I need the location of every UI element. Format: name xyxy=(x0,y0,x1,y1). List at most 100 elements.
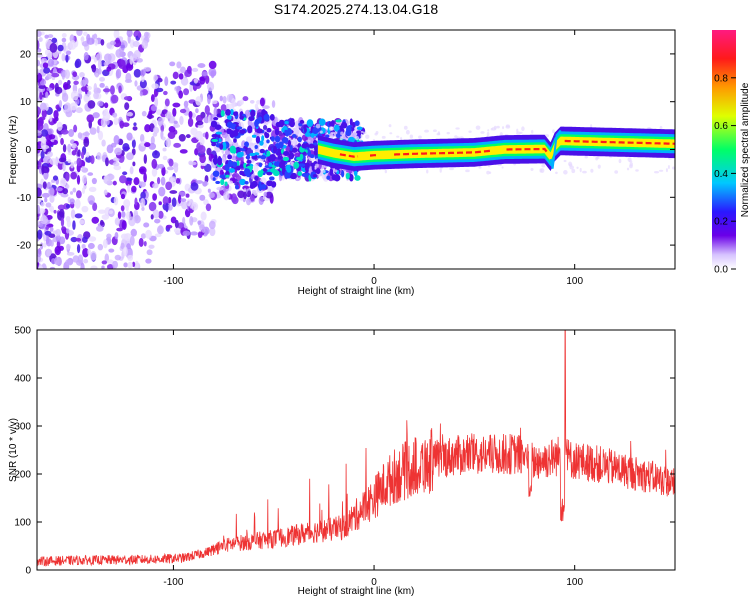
spectrogram-blob xyxy=(173,143,181,148)
spectrogram-blob xyxy=(84,96,88,101)
spectrogram-blob xyxy=(180,67,186,74)
spectrogram-blob xyxy=(82,175,87,184)
spectrogram-haze xyxy=(465,170,470,173)
spectrogram-blob xyxy=(46,249,51,256)
spectrogram-blob xyxy=(261,184,267,190)
spectrogram-blob xyxy=(40,215,48,224)
spectrogram-blob xyxy=(199,154,206,163)
spectrogram-blob xyxy=(187,66,192,74)
spectrogram-blob xyxy=(130,236,135,246)
spectrogram-blob xyxy=(250,110,255,118)
spectrogram-blob xyxy=(127,184,130,193)
spectrogram-blob xyxy=(260,149,265,153)
spectrogram-blob xyxy=(189,216,193,226)
spectrogram-blob xyxy=(66,51,71,55)
spectrogram-blob xyxy=(293,137,296,145)
spectrogram-blob xyxy=(233,111,238,116)
spectrogram-blob xyxy=(94,83,97,93)
spectrogram-blob xyxy=(243,96,249,101)
spectrogram-blob xyxy=(53,118,57,124)
spectrogram-blob xyxy=(211,139,218,142)
spectrogram-blob xyxy=(75,60,80,68)
spectrogram-blob xyxy=(225,109,231,116)
spectrogram-blob xyxy=(181,201,187,209)
spectrogram-blob xyxy=(139,181,146,187)
spectrogram-blob xyxy=(89,187,97,192)
spectrogram-blob xyxy=(36,40,40,50)
spectrogram-blob xyxy=(56,187,63,191)
spectrogram-blob xyxy=(152,150,160,158)
spectrogram-blob xyxy=(127,255,133,261)
spectrogram-blob xyxy=(121,42,125,50)
spectrogram-blob xyxy=(123,262,128,267)
spectrogram-blob xyxy=(202,71,208,76)
spectrogram-haze xyxy=(516,129,518,133)
spectrogram-blob xyxy=(51,73,59,78)
spectrogram-blob xyxy=(305,165,308,171)
spectrogram-blob xyxy=(43,181,47,189)
spectrogram-blob xyxy=(35,130,42,136)
spectrogram-blob xyxy=(228,160,233,167)
spectrogram-blob xyxy=(103,175,110,184)
snr-ytick-label: 100 xyxy=(14,518,31,529)
spectrogram-blob xyxy=(134,80,137,86)
spectrogram-blob xyxy=(290,174,297,179)
spectrogram-blob xyxy=(282,137,289,143)
spectrogram-blob xyxy=(200,137,205,145)
spectrogram-blob xyxy=(329,121,334,127)
spectrogram-blob xyxy=(97,101,103,107)
spectrogram-blob xyxy=(41,151,45,159)
spectrogram-blob xyxy=(271,136,275,142)
spectrogram-blob xyxy=(165,98,170,106)
spectrogram-blob xyxy=(106,66,111,71)
spectrogram-blob xyxy=(115,49,122,58)
spectrogram-blob xyxy=(179,73,184,79)
spectrogram-blob xyxy=(256,136,260,144)
spectrogram-blob xyxy=(94,39,98,46)
spectrogram-blob xyxy=(127,262,132,269)
spectrogram-blob xyxy=(163,109,167,114)
spectrogram-haze xyxy=(389,132,392,134)
spectrogram-blob xyxy=(183,88,189,95)
spectrogram-blob xyxy=(289,120,295,127)
spectrogram-blob xyxy=(128,216,135,226)
spectrogram-haze xyxy=(404,126,408,130)
spectrogram-blob xyxy=(156,109,162,115)
spectrogram-blob xyxy=(104,190,108,196)
spectrogram-blob xyxy=(209,221,216,229)
spectrogram-haze xyxy=(438,131,440,135)
spectrogram-blob xyxy=(60,178,67,187)
spectrogram-blob xyxy=(239,99,243,104)
spectrogram-blob xyxy=(73,81,79,85)
spectrogram-blob xyxy=(300,154,304,160)
spectrogram-blob xyxy=(115,255,121,261)
spectrogram-haze xyxy=(316,124,320,129)
spectrogram-haze xyxy=(659,170,663,172)
spectrogram-blob xyxy=(213,117,218,120)
spectrogram-blob xyxy=(232,173,239,178)
spectrogram-haze xyxy=(505,125,510,128)
spectrogram-blob xyxy=(210,70,216,76)
spectrogram-blob xyxy=(329,168,333,176)
spectrogram-blob xyxy=(239,171,243,176)
spectrogram-blob xyxy=(201,212,207,221)
spectrogram-haze xyxy=(355,136,359,140)
spectrogram-blob xyxy=(119,120,124,128)
spectrogram-blob xyxy=(121,211,126,218)
spectrogram-blob xyxy=(81,151,84,159)
spectrogram-blob xyxy=(44,198,47,203)
spectrogram-blob xyxy=(158,187,165,197)
spectrogram-blob xyxy=(46,202,52,207)
spectrogram-ytick-label: -10 xyxy=(17,193,32,204)
spectrogram-haze xyxy=(668,165,670,169)
spectrogram-blob xyxy=(179,116,183,125)
spectrogram-haze xyxy=(455,127,459,129)
spectrogram-blob xyxy=(100,39,104,46)
spectrogram-blob xyxy=(269,176,275,180)
spectrogram-blob xyxy=(51,38,57,43)
spectrogram-blob xyxy=(60,138,64,145)
spectrogram-blob xyxy=(49,115,52,122)
spectrogram-blob xyxy=(172,197,177,207)
spectrogram-blob xyxy=(62,162,66,171)
